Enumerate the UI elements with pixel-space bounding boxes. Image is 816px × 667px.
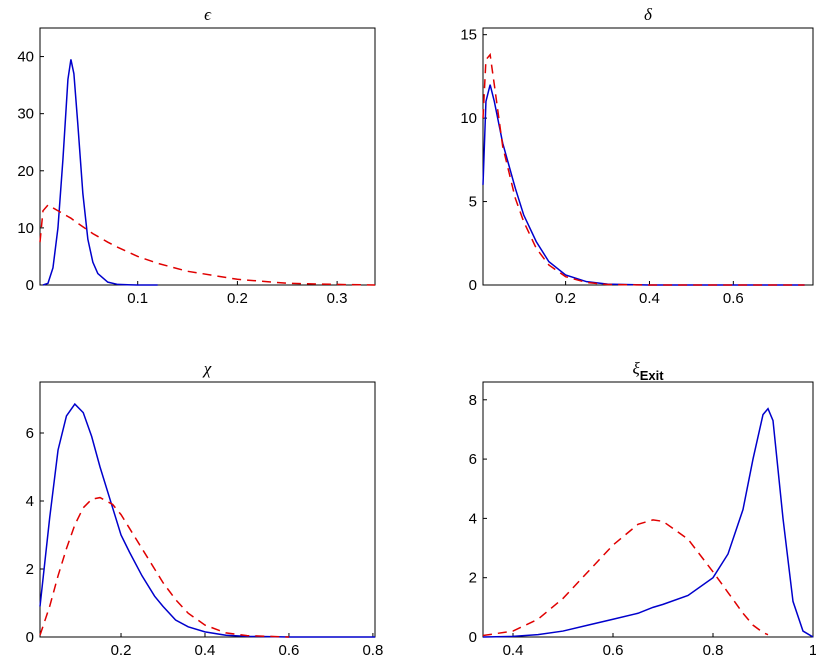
axes-frame [482, 27, 814, 286]
series-line [42, 59, 158, 286]
x-tick-label: 0.8 [703, 642, 724, 659]
y-tick-label: 10 [17, 220, 34, 237]
y-tick-label: 40 [17, 49, 34, 66]
title-subscript: Exit [640, 368, 665, 383]
x-tick-label: 0.4 [503, 642, 524, 659]
y-tick-label: 8 [469, 392, 477, 409]
axes-frame [482, 381, 814, 638]
y-tick-label: 2 [469, 570, 477, 587]
series-line [39, 204, 376, 286]
y-tick-label: 0 [469, 277, 477, 294]
x-tick-label: 0.4 [195, 642, 216, 659]
y-tick-label: 4 [26, 493, 34, 510]
x-tick-label: 0.2 [555, 290, 576, 307]
y-tick-label: 30 [17, 106, 34, 123]
y-tick-label: 4 [469, 510, 477, 527]
y-tick-label: 5 [469, 194, 477, 211]
x-tick-label: 0.4 [639, 290, 660, 307]
y-tick-label: 0 [469, 629, 477, 646]
x-tick-label: 0.6 [723, 290, 744, 307]
subplot: χ 0.2 0.4 0.6 0.8 0 2 4 6 [26, 359, 384, 659]
subplot-title: δ [644, 5, 653, 24]
series-line [482, 84, 805, 286]
subplot: δ 0.2 0.4 0.6 0 5 10 15 [460, 5, 814, 307]
y-tick-label: 6 [26, 425, 34, 442]
x-tick-label: 0.3 [327, 290, 348, 307]
series-line [482, 519, 769, 637]
x-tick-label: 0.2 [227, 290, 248, 307]
subplot-title: χ [202, 359, 212, 378]
series-line [39, 402, 375, 638]
y-tick-label: 2 [26, 561, 34, 578]
subplot-title: ξExit [632, 359, 664, 383]
axes-frame [39, 381, 376, 638]
subplot-title: ϵ [204, 5, 212, 24]
y-tick-label: 15 [460, 27, 477, 44]
y-tick-label: 0 [26, 277, 34, 294]
x-tick-label: 0.6 [279, 642, 300, 659]
x-tick-label: 0.6 [603, 642, 624, 659]
axes-frame [39, 27, 376, 286]
y-tick-label: 0 [26, 629, 34, 646]
y-tick-label: 10 [460, 110, 477, 127]
series-line [482, 407, 814, 638]
y-tick-label: 20 [17, 163, 34, 180]
x-tick-label: 1 [809, 642, 816, 659]
subplot: ϵ 0.1 0.2 0.3 0 10 20 30 40 [17, 5, 376, 307]
series-line [39, 496, 289, 638]
series-line [482, 52, 805, 286]
x-tick-label: 0.2 [111, 642, 132, 659]
x-tick-label: 0.8 [362, 642, 383, 659]
subplot: ξExit 0.4 0.6 0.8 1 0 2 4 6 8 [469, 359, 816, 659]
y-tick-label: 6 [469, 451, 477, 468]
x-tick-label: 0.1 [127, 290, 148, 307]
